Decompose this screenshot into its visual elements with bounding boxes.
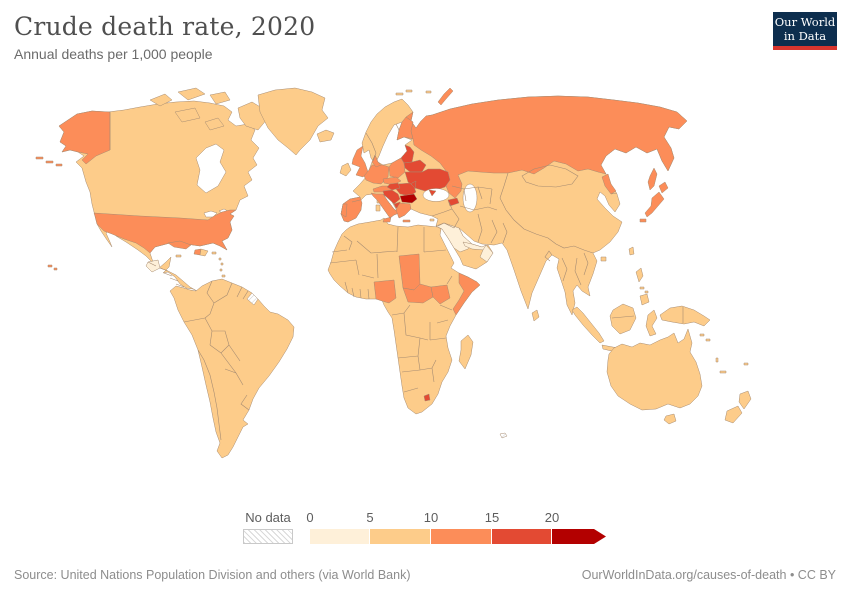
- attribution-link[interactable]: OurWorldInData.org/causes-of-death • CC …: [581, 568, 836, 582]
- source-note: Source: United Nations Population Divisi…: [14, 568, 411, 582]
- region-kerguelen-nodata: [499, 432, 508, 439]
- islands-lesser-antilles: [218, 257, 226, 278]
- owid-logo-line2: in Data: [783, 29, 827, 43]
- owid-logo-line1: Our World: [774, 15, 836, 29]
- islands-aleutian: [35, 156, 63, 167]
- legend-swatch-5-10[interactable]: [370, 529, 431, 544]
- country-hungary[interactable]: [386, 182, 401, 191]
- map-legend: No data 0 5 10 15 20: [243, 510, 613, 546]
- country-cyprus: [429, 218, 435, 222]
- country-australia[interactable]: [606, 328, 703, 411]
- country-greenland[interactable]: [257, 87, 329, 156]
- islands-hawaii: [47, 264, 58, 271]
- country-portugal[interactable]: [340, 203, 348, 218]
- country-united-states-alaska[interactable]: [58, 110, 111, 165]
- country-georgia[interactable]: [447, 197, 460, 207]
- country-sri-lanka[interactable]: [531, 309, 540, 322]
- landmass-south-america[interactable]: [169, 278, 295, 459]
- country-taiwan[interactable]: [628, 246, 635, 256]
- island-sakhalin: [647, 167, 658, 191]
- country-united-states[interactable]: [93, 209, 237, 254]
- country-oman[interactable]: [479, 244, 494, 263]
- legend-tick-5: 5: [366, 510, 374, 525]
- island-tasmania: [663, 413, 677, 425]
- legend-tick-15: 15: [484, 510, 500, 525]
- country-cuba[interactable]: [167, 240, 192, 250]
- island-new-caledonia: [719, 370, 727, 374]
- islands-novaya-zemlya: [437, 87, 454, 106]
- country-jamaica: [175, 254, 182, 258]
- country-ireland[interactable]: [339, 162, 352, 177]
- country-new-zealand-south[interactable]: [724, 405, 743, 424]
- region-french-guiana-nodata: [246, 292, 259, 306]
- country-dominican-republic[interactable]: [199, 248, 209, 257]
- country-japan[interactable]: [639, 181, 669, 223]
- legend-tick-0: 0: [306, 510, 314, 525]
- country-new-zealand-north[interactable]: [738, 390, 752, 410]
- island-hainan: [600, 256, 607, 262]
- country-nigeria[interactable]: [373, 279, 397, 304]
- internal-borders: [109, 112, 684, 441]
- country-bulgaria[interactable]: [399, 193, 418, 204]
- islands-svalbard: [395, 89, 432, 96]
- no-data-label: No data: [245, 510, 291, 525]
- country-somalia[interactable]: [452, 272, 481, 316]
- legend-tick-10: 10: [423, 510, 439, 525]
- island-borneo[interactable]: [609, 303, 637, 335]
- owid-logo[interactable]: Our World in Data: [773, 12, 837, 50]
- country-iceland[interactable]: [316, 129, 335, 143]
- island-sumatra[interactable]: [571, 306, 605, 344]
- country-poland[interactable]: [388, 157, 406, 179]
- country-saudi-arabia[interactable]: [435, 222, 473, 253]
- island-puerto-rico: [211, 251, 217, 255]
- legend-swatch-20-plus[interactable]: [552, 529, 606, 544]
- country-greece[interactable]: [395, 202, 412, 223]
- country-madagascar[interactable]: [458, 334, 474, 370]
- countries-western-balkans[interactable]: [382, 189, 401, 205]
- legend-scale: 0 5 10 15 20: [306, 510, 610, 546]
- page-subtitle: Annual deaths per 1,000 people: [14, 46, 213, 62]
- country-north-korea[interactable]: [601, 173, 617, 195]
- islands-solomon: [699, 333, 711, 342]
- island-new-guinea[interactable]: [659, 305, 711, 327]
- no-data-swatch[interactable]: [243, 529, 293, 544]
- legend-swatch-10-15[interactable]: [431, 529, 492, 544]
- black-sea: [422, 188, 450, 202]
- islands-vanuatu: [715, 357, 719, 363]
- island-sulawesi[interactable]: [645, 309, 658, 337]
- caspian-sea: [462, 183, 478, 213]
- islands-fiji: [743, 362, 749, 366]
- landmass-arctic-islands: [149, 87, 231, 131]
- country-italy[interactable]: [370, 192, 400, 223]
- region-crimea: [428, 189, 437, 197]
- country-germany[interactable]: [363, 164, 390, 185]
- country-lesotho[interactable]: [423, 393, 431, 402]
- legend-swatch-0-5[interactable]: [310, 529, 370, 544]
- country-philippines[interactable]: [635, 267, 650, 306]
- country-finland[interactable]: [396, 116, 414, 141]
- country-south-sudan[interactable]: [430, 284, 451, 305]
- page-title: Crude death rate, 2020: [14, 12, 316, 41]
- legend-swatch-15-20[interactable]: [492, 529, 552, 544]
- hudson-bay: [195, 143, 227, 194]
- country-belarus[interactable]: [403, 159, 427, 173]
- legend-color-bar: [310, 529, 610, 544]
- legend-tick-20: 20: [544, 510, 560, 525]
